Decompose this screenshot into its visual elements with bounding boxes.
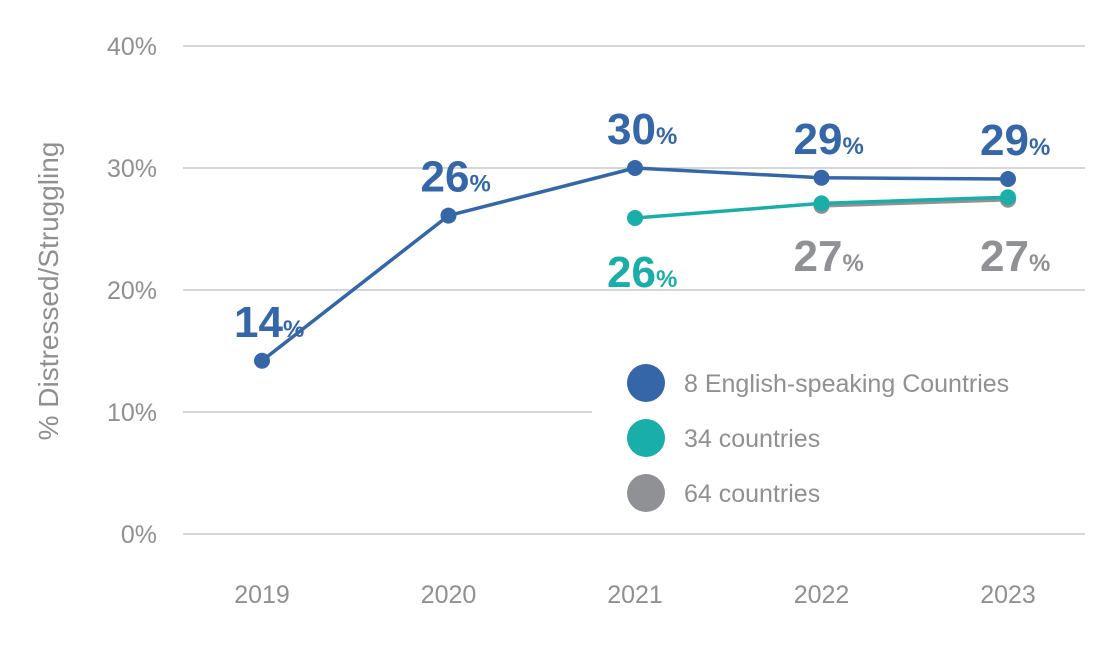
- data-label-suffix: %: [842, 250, 863, 277]
- data-point: [813, 195, 830, 212]
- data-label-suffix: %: [283, 316, 304, 343]
- x-tick-label: 2022: [794, 581, 850, 609]
- data-point: [813, 169, 830, 186]
- data-label-suffix: %: [469, 171, 490, 198]
- legend-swatch: [627, 474, 665, 512]
- legend: 8 English-speaking Countries 34 countries…: [627, 364, 1009, 512]
- data-label: 29%: [980, 116, 1050, 165]
- data-point: [254, 352, 270, 369]
- data-label-value: 29: [980, 116, 1029, 165]
- legend-label: 8 English-speaking Countries: [684, 370, 1009, 398]
- data-label: 26%: [607, 248, 677, 297]
- legend-item: 64 countries: [627, 474, 820, 512]
- x-tick-label: 2023: [980, 581, 1036, 609]
- y-axis-label: % Distressed/Struggling: [33, 142, 64, 441]
- data-label-suffix: %: [842, 133, 863, 160]
- x-tick-label: 2021: [607, 581, 663, 609]
- x-tick-label: 2020: [421, 581, 477, 609]
- data-label-value: 27: [794, 232, 843, 281]
- data-label-suffix: %: [1029, 250, 1050, 277]
- x-axis-tick-labels: 2019 2020 2021 2022 2023: [234, 581, 1036, 609]
- data-label-suffix: %: [1029, 134, 1050, 161]
- y-tick-label: 0%: [121, 521, 157, 549]
- y-axis-tick-labels: 0% 10% 20% 30% 40%: [107, 33, 157, 549]
- data-label-suffix: %: [656, 123, 677, 150]
- data-label-value: 27: [980, 232, 1029, 281]
- series-lines: [254, 160, 1016, 369]
- data-label: 29%: [794, 115, 864, 164]
- data-labels: 14%26%30% 29% 29%26% 27% 27%: [234, 105, 1050, 347]
- y-tick-label: 20%: [107, 277, 157, 305]
- data-label: 30%: [607, 105, 677, 154]
- y-tick-label: 30%: [107, 155, 157, 183]
- y-tick-label: 10%: [107, 399, 157, 427]
- data-point: [1000, 189, 1016, 206]
- legend-item: 8 English-speaking Countries: [627, 364, 1009, 402]
- data-label-value: 30: [607, 105, 656, 154]
- series-line: [821, 197, 1009, 208]
- legend-swatch: [627, 364, 665, 402]
- data-point: [627, 210, 643, 227]
- y-tick-label: 40%: [107, 33, 157, 61]
- legend-label: 34 countries: [684, 425, 820, 453]
- data-label: 27%: [794, 232, 864, 281]
- legend-label: 64 countries: [684, 480, 820, 508]
- data-label: 14%: [234, 298, 304, 347]
- data-label-suffix: %: [656, 266, 677, 293]
- data-label-value: 29: [794, 115, 843, 164]
- data-label: 27%: [980, 232, 1050, 281]
- series-2: [627, 189, 1016, 227]
- data-label: 26%: [421, 153, 491, 202]
- x-tick-label: 2019: [234, 581, 290, 609]
- gridlines: [183, 45, 1085, 535]
- data-label-value: 26: [421, 153, 470, 202]
- series-1: [254, 160, 1016, 369]
- data-label-value: 26: [607, 248, 656, 297]
- legend-item: 34 countries: [627, 419, 820, 457]
- data-point: [627, 160, 643, 176]
- data-point: [440, 207, 457, 224]
- data-label-value: 14: [234, 298, 283, 347]
- legend-swatch: [627, 419, 665, 457]
- data-point: [1000, 170, 1016, 187]
